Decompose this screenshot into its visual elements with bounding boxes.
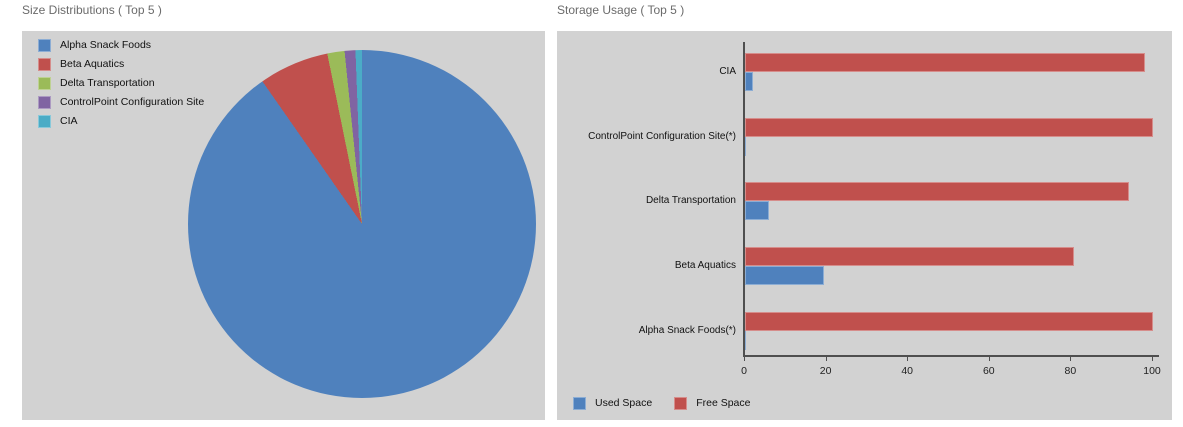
bar-legend-label: Free Space xyxy=(696,397,751,409)
pie-legend-label: Delta Transportation xyxy=(60,77,155,89)
bar-y-axis-line xyxy=(743,42,745,357)
pie-legend-item: Alpha Snack Foods xyxy=(38,39,204,52)
free-space-bar xyxy=(745,117,1153,137)
pie xyxy=(188,50,536,398)
x-axis-tick xyxy=(1070,357,1072,361)
pie-legend-label: CIA xyxy=(60,115,78,127)
free-space-bar xyxy=(745,53,1145,72)
pie-legend-label: Beta Aquatics xyxy=(60,58,125,70)
pie-chart-title: Size Distributions ( Top 5 ) xyxy=(22,3,162,17)
legend-swatch-icon xyxy=(573,397,586,410)
used-space-bar xyxy=(745,330,747,350)
x-axis-tick-label: 60 xyxy=(982,365,995,377)
legend-swatch-icon xyxy=(38,77,51,90)
x-axis-tick xyxy=(744,357,745,361)
free-space-bar xyxy=(745,182,1129,202)
bar-category-label: Beta Aquatics xyxy=(674,260,736,272)
legend-swatch-icon xyxy=(38,39,51,52)
x-axis-tick-label: 40 xyxy=(901,365,914,377)
free-space-bar xyxy=(745,311,1153,331)
bar-legend: Used Space Free Space xyxy=(573,397,750,410)
pie-legend-label: Alpha Snack Foods xyxy=(60,39,152,51)
bar-chart-panel: CIA ControlPoint Configuration Site(*) Del… xyxy=(557,31,1172,420)
legend-swatch-icon xyxy=(38,58,51,71)
x-axis-tick xyxy=(1152,357,1153,361)
pie-legend: Alpha Snack Foods Beta Aquatics Delta Tran… xyxy=(38,39,204,128)
bar-x-axis-line xyxy=(743,355,1159,357)
used-space-bar xyxy=(745,201,770,221)
x-axis-tick-label: 80 xyxy=(1064,365,1077,377)
x-axis-tick xyxy=(907,357,909,361)
pie-legend-item: Delta Transportation xyxy=(38,77,204,90)
pie-chart-panel: Alpha Snack Foods Beta Aquatics Delta Tran… xyxy=(22,31,545,420)
legend-swatch-icon xyxy=(38,96,51,109)
bar-category-label: CIA xyxy=(719,66,736,77)
legend-swatch-icon xyxy=(674,397,688,410)
bar-category-label: Alpha Snack Foods(*) xyxy=(638,324,736,336)
bar-legend-item: Free Space xyxy=(674,397,750,410)
used-space-bar xyxy=(745,72,754,91)
bar-category-label: ControlPoint Configuration Site(*) xyxy=(588,130,736,142)
x-axis-tick xyxy=(825,357,827,361)
legend-swatch-icon xyxy=(38,115,51,128)
free-space-bar xyxy=(745,247,1074,267)
pie-legend-label: ControlPoint Configuration Site xyxy=(60,96,205,108)
used-space-bar xyxy=(745,136,747,156)
bar-legend-label: Used Space xyxy=(595,397,653,409)
x-axis-tick-label: 0 xyxy=(741,365,747,377)
bar-category-label: Delta Transportation xyxy=(645,195,736,207)
bar-legend-item: Used Space xyxy=(573,397,652,410)
bar-chart-title: Storage Usage ( Top 5 ) xyxy=(557,3,685,17)
pie-legend-item: ControlPoint Configuration Site xyxy=(38,96,204,109)
pie-legend-item: CIA xyxy=(38,115,204,128)
pie-legend-item: Beta Aquatics xyxy=(38,58,204,71)
x-axis-tick xyxy=(988,357,990,361)
x-axis-tick-label: 20 xyxy=(819,365,832,377)
x-axis-tick-label: 100 xyxy=(1143,365,1161,377)
used-space-bar xyxy=(745,266,825,286)
